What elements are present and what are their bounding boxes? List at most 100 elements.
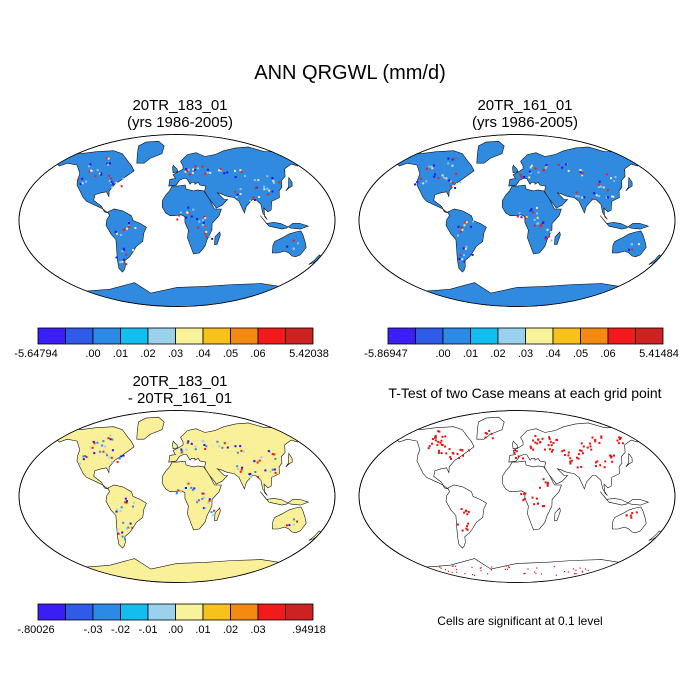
continent-indonesia (600, 491, 650, 506)
grid-cell-mark (580, 169, 583, 172)
grid-cell-mark (416, 181, 419, 183)
grid-cell-mark (459, 448, 462, 451)
grid-cell-mark (196, 218, 199, 220)
grid-cell-mark (223, 172, 226, 175)
colorbar-swatch (230, 327, 259, 345)
colorbar-swatch (230, 603, 259, 621)
grid-cell-mark (589, 445, 592, 448)
grid-cell-mark (605, 173, 608, 176)
grid-cell-mark (208, 498, 211, 501)
grid-cell-mark (488, 429, 491, 432)
grid-cell-mark (508, 566, 510, 568)
grid-cell-mark (630, 516, 633, 519)
grid-cell-mark (613, 179, 616, 182)
continent-madagascar (214, 507, 221, 521)
grid-cell-mark (125, 501, 128, 504)
grid-cell-mark (286, 524, 288, 527)
grid-cell-mark (520, 493, 523, 496)
grid-cell-mark (204, 225, 207, 228)
grid-cell-mark (263, 185, 266, 188)
grid-cell-mark (440, 567, 442, 569)
grid-cell-mark (550, 444, 553, 447)
grid-cell-mark (206, 171, 209, 174)
grid-cell-mark (205, 235, 208, 238)
grid-cell-mark (519, 173, 522, 176)
colorbar-labels: -5.64794 .00 .01 .02 .03 .04 .05 .06 5.42038 (0, 346, 350, 362)
grid-cell-mark (614, 176, 617, 179)
colorbar-tick-label: .03 (167, 348, 184, 360)
panel-title-line1: T-Test of two Case means at each grid po… (388, 385, 662, 401)
continent-japan (285, 176, 293, 192)
grid-cell-mark (529, 445, 532, 448)
grid-cell-mark (120, 185, 123, 188)
colorbar-labels: -5.86947 .00 .01 .02 .03 .04 .05 .06 5.41484 (350, 346, 700, 362)
grid-cell-mark (604, 460, 607, 463)
grid-cell-mark (472, 220, 475, 223)
grid-cell-mark (239, 470, 242, 473)
grid-cell-mark (288, 524, 291, 527)
colorbar-tick-label: .01 (462, 348, 479, 360)
grid-cell-mark (180, 451, 183, 454)
continent-north-america (395, 150, 475, 214)
grid-cell-mark (437, 440, 440, 443)
grid-cell-mark (111, 182, 114, 185)
colorbar-swatch (202, 327, 231, 345)
grid-cell-mark (427, 447, 430, 450)
grid-cell-mark (263, 188, 266, 191)
grid-cell-mark (296, 520, 298, 523)
panel-title-line1: 20TR_183_01 (132, 97, 228, 114)
grid-cell-mark (589, 442, 592, 445)
grid-cell-mark (425, 167, 428, 170)
grid-cell-mark (187, 440, 190, 443)
map-border (358, 134, 676, 307)
grid-cell-mark (119, 234, 122, 236)
colorbar-swatch (120, 603, 149, 621)
grid-cell-mark (607, 196, 609, 199)
grid-cell-mark (597, 186, 600, 189)
grid-cell-mark (612, 195, 615, 198)
grid-cell-mark (204, 172, 207, 175)
grid-cell-mark (123, 248, 126, 251)
grid-cell-mark (551, 449, 554, 451)
grid-cell-mark (467, 449, 470, 452)
grid-cell-mark (465, 510, 468, 513)
grid-cell-mark (266, 187, 269, 190)
colorbar-swatch (257, 327, 286, 345)
grid-cell-mark (239, 169, 242, 172)
grid-cell-mark (582, 445, 585, 448)
grid-cell-mark (569, 457, 572, 460)
grid-cell-mark (537, 171, 540, 174)
grid-cell-mark (108, 180, 111, 182)
grid-cell-mark (561, 166, 564, 169)
grid-cell-mark (102, 440, 105, 443)
grid-cell-mark (536, 216, 539, 219)
grid-cell-mark (625, 567, 627, 570)
map-ttest (358, 410, 676, 583)
grid-cell-mark (575, 191, 578, 194)
grid-cell-mark (203, 216, 206, 218)
continent-south-america (105, 484, 147, 549)
grid-cell-mark (115, 181, 118, 184)
colorbar-tick-label: .06 (600, 348, 616, 360)
grid-cell-mark (557, 163, 560, 166)
grid-cell-mark (575, 573, 577, 575)
grid-cell-mark (271, 177, 274, 179)
grid-cell-mark (431, 167, 434, 170)
panel-title-line2: (yrs 1986-2005) (472, 114, 578, 131)
grid-cell-mark (631, 512, 634, 515)
grid-cell-mark (462, 454, 464, 457)
grid-cell-mark (600, 435, 603, 438)
grid-cell-mark (193, 169, 196, 171)
grid-cell-mark (411, 569, 413, 571)
grid-cell-mark (458, 258, 461, 260)
grid-cell-mark (286, 245, 289, 248)
grid-cell-mark (463, 260, 466, 263)
colorbar-swatch (202, 603, 231, 621)
grid-cell-mark (610, 177, 612, 180)
grid-cell-mark (508, 566, 510, 569)
colorbar-swatch (442, 327, 471, 345)
grid-cell-mark (192, 208, 195, 211)
grid-cell-mark (534, 167, 537, 170)
grid-cell-mark (81, 182, 84, 185)
grid-cell-mark (528, 170, 531, 173)
